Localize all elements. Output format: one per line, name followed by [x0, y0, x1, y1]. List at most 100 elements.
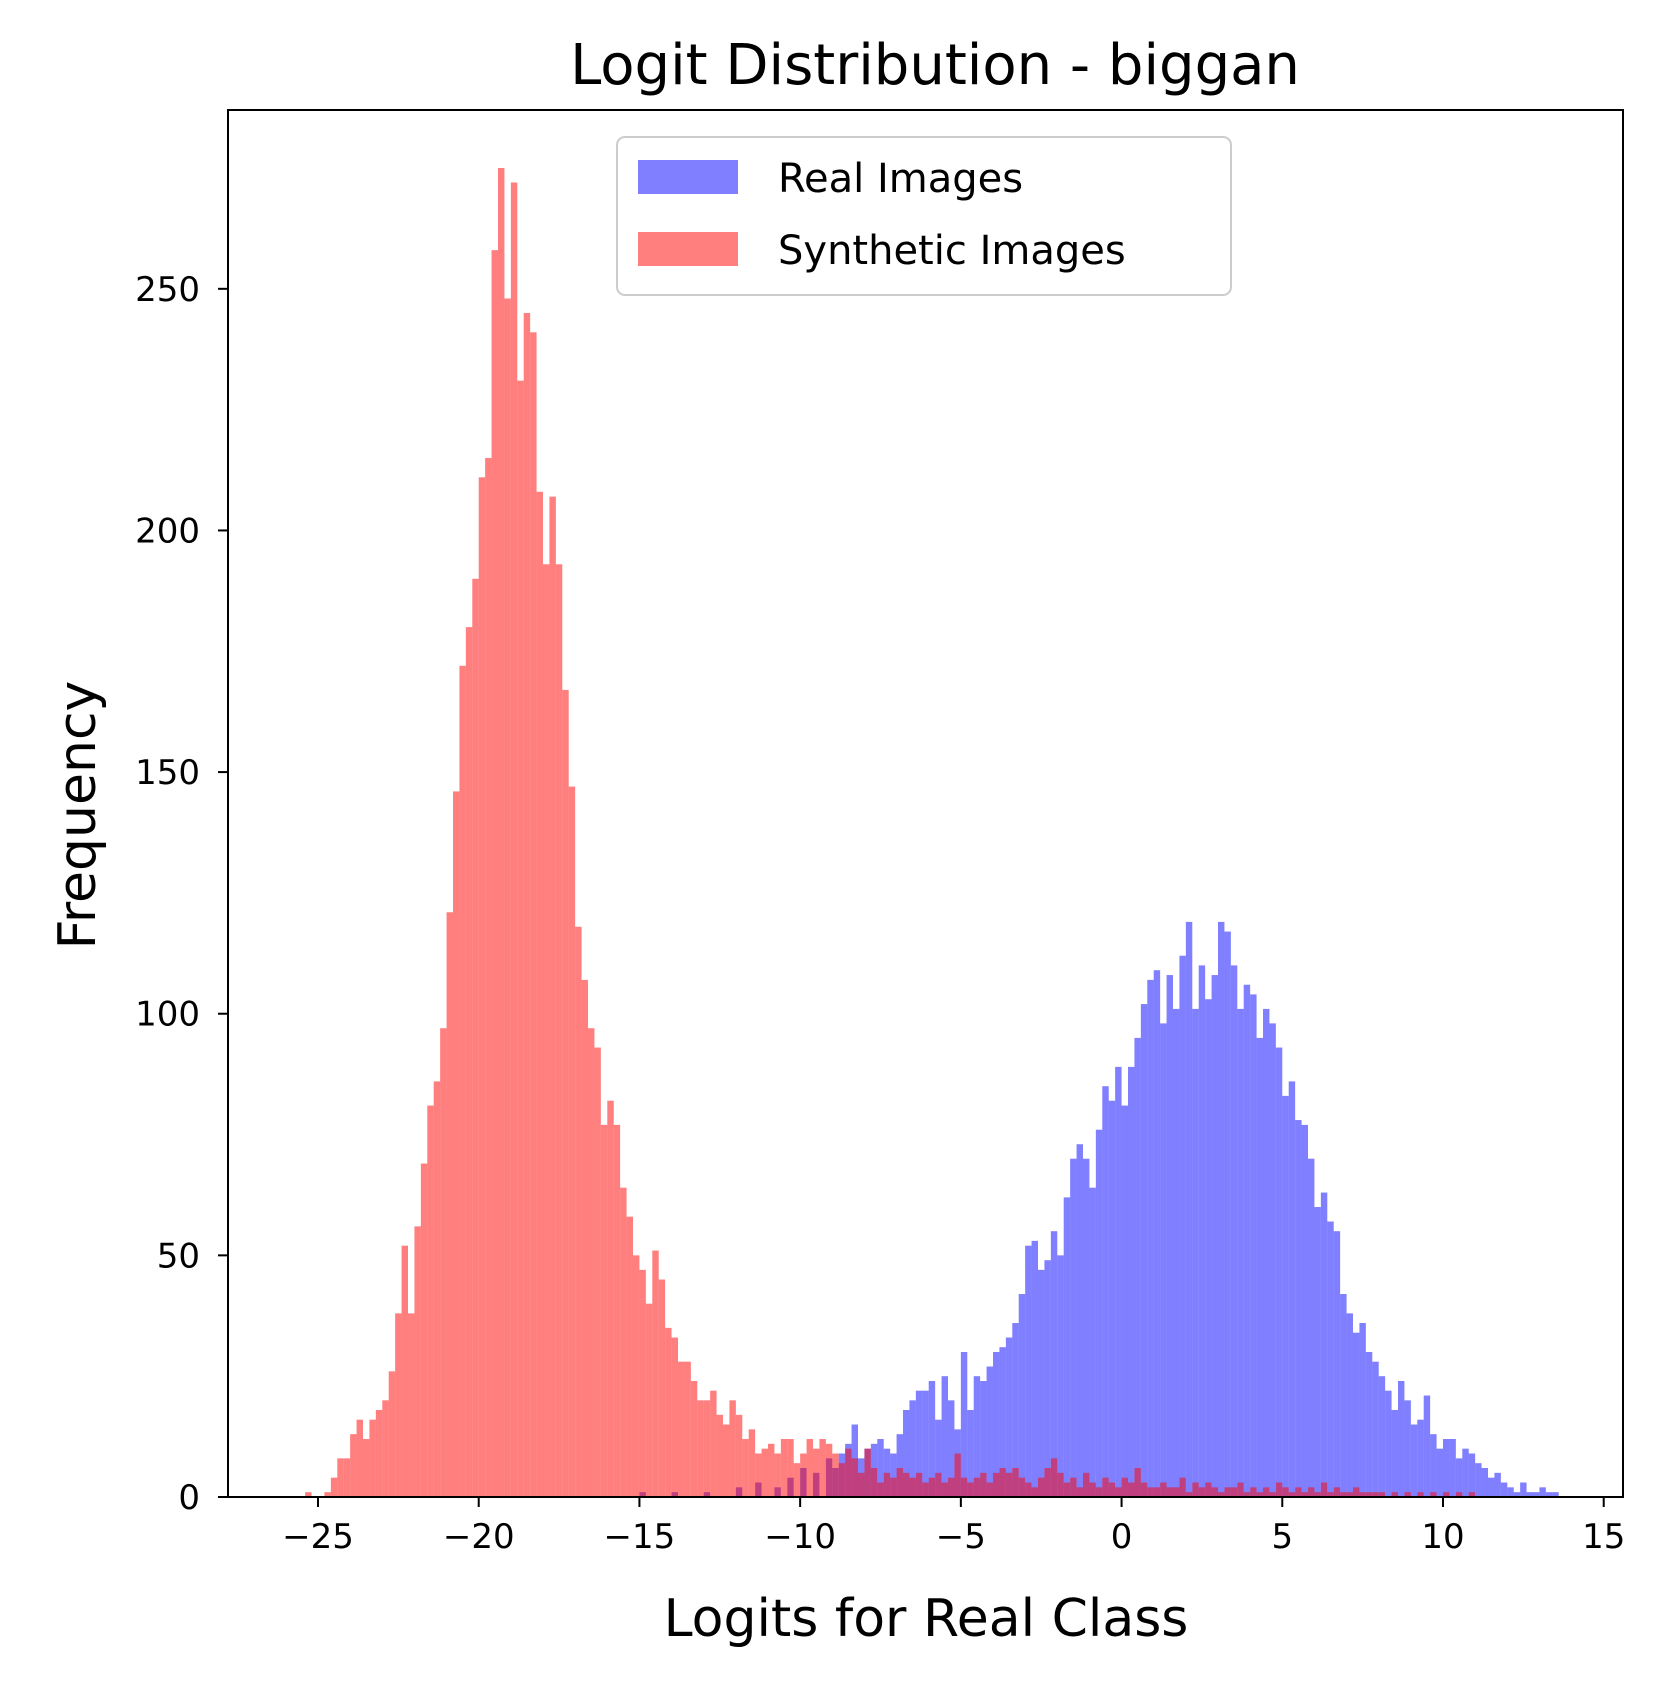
synthetic-images-bar [1340, 1492, 1347, 1497]
synthetic-images-bar [1417, 1492, 1424, 1497]
synthetic-images-bar [478, 477, 486, 1497]
synthetic-images-bar [1121, 1477, 1128, 1497]
synthetic-images-bar [1372, 1492, 1379, 1497]
synthetic-images-bar [1365, 1492, 1373, 1497]
synthetic-images-bar [1038, 1477, 1045, 1497]
synthetic-images-bar [1205, 1482, 1212, 1497]
real-images-bar [1282, 1095, 1289, 1497]
real-images-bar [1365, 1352, 1373, 1497]
real-images-bar [1025, 1245, 1032, 1497]
synthetic-images-bar [1443, 1492, 1450, 1497]
real-images-bar [928, 1381, 936, 1497]
synthetic-images-bar [1012, 1468, 1019, 1497]
synthetic-images-bar [1025, 1482, 1032, 1497]
real-images-bar [1218, 921, 1225, 1497]
synthetic-images-bar [420, 1163, 428, 1497]
real-images-bar [1070, 1158, 1077, 1497]
real-images-bar [1417, 1419, 1424, 1497]
real-images-bar [1359, 1323, 1366, 1497]
real-images-bar [1044, 1260, 1051, 1497]
x-tick-label: −15 [604, 1517, 676, 1557]
synthetic-images-bar [909, 1477, 916, 1497]
x-tick-label: −5 [936, 1517, 986, 1557]
real-images-bar [999, 1347, 1006, 1497]
synthetic-images-bar [324, 1492, 331, 1497]
real-images-bar [1230, 965, 1238, 1497]
synthetic-images-bar [787, 1439, 794, 1497]
y-tick-label: 100 [135, 995, 200, 1035]
synthetic-images-bar [1230, 1487, 1238, 1497]
synthetic-images-bar [1353, 1487, 1360, 1497]
synthetic-images-bar [999, 1468, 1006, 1497]
real-images-bar [1372, 1361, 1379, 1497]
real-images-bar [1327, 1221, 1334, 1497]
synthetic-images-bar [954, 1453, 961, 1497]
synthetic-images-bar [639, 1269, 646, 1497]
x-tick-label: −10 [764, 1517, 836, 1557]
real-images-bar [1353, 1332, 1360, 1497]
synthetic-images-bar [1288, 1492, 1296, 1497]
synthetic-images-bar [543, 564, 550, 1497]
synthetic-images-bar [768, 1443, 775, 1497]
real-images-bars [639, 921, 1559, 1497]
synthetic-images-bar [1333, 1487, 1341, 1497]
synthetic-images-bar [1327, 1492, 1334, 1497]
synthetic-images-bar [658, 1279, 666, 1497]
x-tick-label: −20 [443, 1517, 515, 1557]
real-images-bar [993, 1352, 1000, 1497]
synthetic-images-bar [755, 1453, 762, 1497]
synthetic-images-bar [928, 1477, 936, 1497]
synthetic-images-bar [645, 1303, 653, 1497]
real-images-bar [1404, 1400, 1411, 1497]
synthetic-images-bar [922, 1482, 929, 1497]
real-images-bar [1250, 994, 1257, 1497]
x-axis-ticks: −25 −20 −15 −10 −5 0 5 10 15 [282, 1497, 1625, 1557]
real-images-bar [909, 1400, 916, 1497]
synthetic-images-bar [1140, 1482, 1148, 1497]
y-tick-label: 150 [135, 753, 200, 793]
synthetic-images-bar [1263, 1487, 1270, 1497]
synthetic-images-bar [993, 1472, 1000, 1497]
synthetic-images-bar [337, 1458, 344, 1497]
synthetic-images-bar [1250, 1487, 1257, 1497]
real-images-bar [883, 1448, 891, 1497]
real-images-bar [1475, 1463, 1482, 1497]
real-images-bar [1263, 1008, 1270, 1497]
synthetic-images-bar [408, 1313, 415, 1497]
synthetic-images-bar [613, 1124, 621, 1497]
legend: Real Images Synthetic Images [616, 136, 1232, 296]
synthetic-images-bar [1308, 1487, 1315, 1497]
legend-swatch-real [638, 160, 738, 194]
real-images-bar [1076, 1144, 1083, 1497]
synthetic-images-bar [1102, 1477, 1109, 1497]
x-tick-label: 10 [1421, 1517, 1464, 1557]
real-images-bar [922, 1390, 929, 1497]
synthetic-images-bar [594, 1047, 601, 1497]
real-images-bar [1462, 1448, 1469, 1497]
synthetic-images-bar [671, 1337, 678, 1497]
real-images-bar [1134, 1037, 1141, 1497]
synthetic-images-bar [980, 1472, 987, 1497]
synthetic-images-bar [1134, 1468, 1141, 1497]
synthetic-images-bar [440, 1028, 447, 1497]
synthetic-images-bar [395, 1313, 402, 1497]
chart-title: Logit Distribution - biggan [570, 33, 1300, 98]
real-images-bar [1436, 1448, 1443, 1497]
real-images-bar [1539, 1487, 1546, 1497]
real-images-bar [1455, 1458, 1463, 1497]
synthetic-images-bar [1063, 1482, 1071, 1497]
synthetic-images-bar [620, 1187, 627, 1497]
real-images-bar [941, 1376, 948, 1497]
legend-swatch-synthetic [638, 232, 738, 266]
synthetic-images-bar [382, 1400, 389, 1497]
synthetic-images-bar [684, 1361, 691, 1497]
real-images-bar [1057, 1255, 1064, 1497]
real-images-bar [1488, 1477, 1495, 1497]
real-images-bar [1269, 1023, 1276, 1497]
real-images-bar [1185, 921, 1193, 1497]
synthetic-images-bar [1095, 1487, 1103, 1497]
synthetic-images-bar [890, 1477, 897, 1497]
synthetic-images-bar [1218, 1492, 1225, 1497]
